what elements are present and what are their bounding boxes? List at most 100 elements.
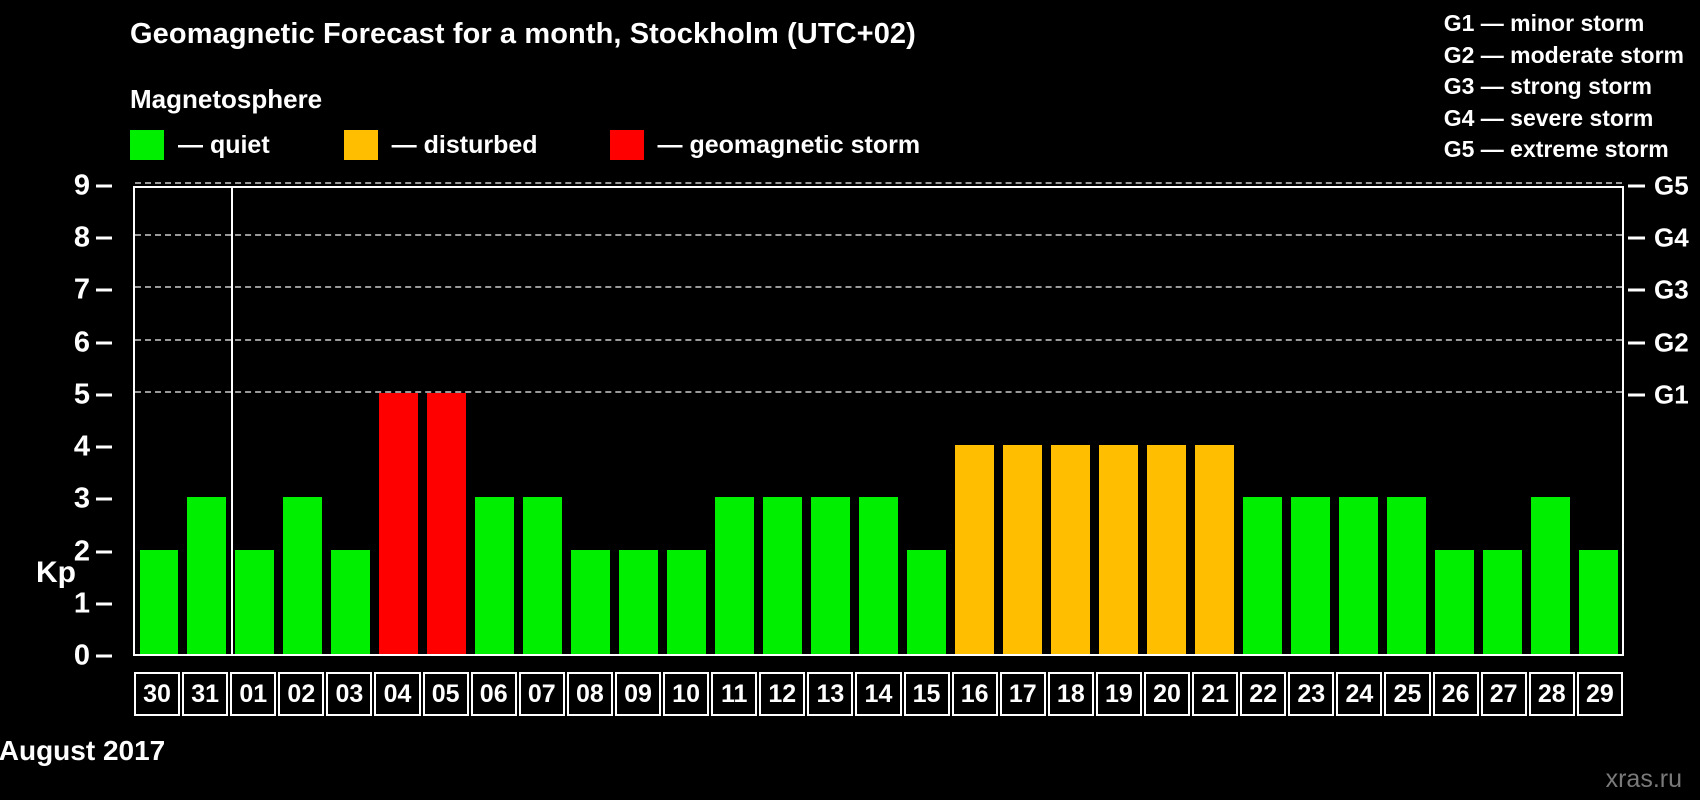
date-label-31: 31 bbox=[182, 672, 229, 716]
legend-item-quiet: — quiet bbox=[130, 130, 270, 160]
date-label-01: 01 bbox=[230, 672, 277, 716]
y-tick-label-6: 6 bbox=[73, 326, 90, 359]
bar-cell bbox=[1142, 188, 1190, 654]
y-tick-label-0: 0 bbox=[73, 639, 90, 672]
g-tick-mark-G1 bbox=[1628, 393, 1645, 397]
legend-swatch-storm bbox=[609, 130, 644, 160]
bar-cell bbox=[1094, 188, 1142, 654]
date-label-08: 08 bbox=[566, 672, 613, 716]
bar-cell bbox=[1286, 188, 1334, 654]
plot-area bbox=[133, 182, 1624, 656]
legend-label-disturbed: — disturbed bbox=[391, 130, 538, 159]
y-tick-label-1: 1 bbox=[73, 587, 90, 620]
legend-swatch-quiet bbox=[130, 130, 164, 160]
bar-cell bbox=[1382, 188, 1430, 654]
date-label-16: 16 bbox=[951, 672, 998, 716]
date-label-20: 20 bbox=[1143, 672, 1191, 716]
y-tick-mark-4 bbox=[96, 445, 112, 449]
y-tick-label-5: 5 bbox=[73, 378, 90, 411]
date-label-22: 22 bbox=[1240, 672, 1287, 716]
date-label-24: 24 bbox=[1336, 672, 1383, 716]
bar-cell bbox=[1526, 188, 1574, 654]
bar-21 bbox=[1194, 445, 1234, 654]
gridline-kp-5 bbox=[135, 390, 1622, 393]
date-label-09: 09 bbox=[614, 672, 662, 716]
bar-08 bbox=[571, 549, 611, 654]
gridline-kp-7 bbox=[135, 286, 1622, 289]
page-title: Geomagnetic Forecast for a month, Stockh… bbox=[130, 18, 916, 50]
date-label-07: 07 bbox=[518, 672, 565, 716]
y-tick-mark-8 bbox=[96, 236, 112, 240]
y-tick-mark-1 bbox=[96, 602, 112, 606]
y-tick-label-8: 8 bbox=[73, 221, 90, 254]
bar-28 bbox=[1530, 497, 1570, 654]
bar-cell bbox=[1334, 188, 1382, 654]
date-label-15: 15 bbox=[903, 672, 950, 716]
date-label-12: 12 bbox=[759, 672, 806, 716]
month-label-text: August 2017 bbox=[0, 735, 166, 766]
bar-03 bbox=[331, 549, 371, 654]
bar-cell bbox=[998, 188, 1046, 654]
date-label-04: 04 bbox=[374, 672, 421, 716]
bar-cell bbox=[663, 188, 711, 654]
date-label-28: 28 bbox=[1528, 672, 1575, 716]
bar-04 bbox=[379, 392, 419, 654]
legend-swatch-disturbed bbox=[343, 130, 378, 160]
bar-cell bbox=[1430, 188, 1478, 654]
color-legend: — quiet — disturbed — geomagnetic storm bbox=[130, 130, 920, 160]
bar-cell bbox=[519, 188, 567, 654]
bar-05 bbox=[427, 392, 467, 654]
bar-26 bbox=[1434, 549, 1474, 654]
g-tick-label-G2: G2 bbox=[1654, 327, 1689, 358]
date-label-10: 10 bbox=[663, 672, 710, 716]
y-tick-label-7: 7 bbox=[73, 273, 90, 306]
bar-cell bbox=[375, 188, 423, 654]
bar-cell bbox=[567, 188, 615, 654]
bar-cell bbox=[1478, 188, 1526, 654]
month-label: August 2017 bbox=[0, 735, 1700, 767]
subtitle-magnetosphere: Magnetosphere bbox=[130, 84, 323, 114]
month-separator-line bbox=[230, 188, 233, 654]
bar-cell bbox=[183, 188, 231, 654]
bar-cell bbox=[135, 188, 183, 654]
g-tick-label-G1: G1 bbox=[1654, 379, 1689, 410]
gridlines-layer bbox=[135, 182, 1622, 654]
legend-item-storm: — geomagnetic storm bbox=[609, 130, 921, 160]
bar-cell bbox=[807, 188, 855, 654]
gridline-kp-6 bbox=[135, 338, 1622, 341]
bar-15 bbox=[907, 549, 946, 654]
bar-27 bbox=[1482, 549, 1522, 654]
bar-cell bbox=[950, 188, 998, 654]
bar-cell bbox=[1574, 188, 1622, 654]
g-tick-label-G4: G4 bbox=[1654, 222, 1689, 253]
legend-label-storm: — geomagnetic storm bbox=[657, 130, 921, 159]
bar-cell bbox=[1238, 188, 1286, 654]
bar-06 bbox=[475, 497, 515, 654]
date-label-06: 06 bbox=[470, 672, 517, 716]
bar-07 bbox=[523, 497, 563, 654]
bar-cell bbox=[327, 188, 375, 654]
date-axis: 30 31 01 02 03 04 05 06 07 08 09 10 11 12 13 14 15 16 17 18… bbox=[133, 672, 1624, 716]
y-tick-mark-0 bbox=[96, 654, 112, 658]
date-label-29: 29 bbox=[1576, 672, 1623, 716]
bar-23 bbox=[1290, 497, 1330, 654]
storm-scale-g1: G1 — minor storm bbox=[1443, 10, 1645, 36]
bar-14 bbox=[859, 497, 898, 654]
g-tick-mark-G3 bbox=[1628, 288, 1645, 292]
y-tick-mark-6 bbox=[96, 341, 112, 345]
date-label-05: 05 bbox=[422, 672, 469, 716]
g-tick-mark-G4 bbox=[1628, 236, 1645, 240]
bar-cell bbox=[471, 188, 519, 654]
date-label-11: 11 bbox=[711, 672, 758, 716]
g-tick-mark-G2 bbox=[1628, 341, 1645, 345]
date-label-25: 25 bbox=[1384, 672, 1431, 716]
bar-12 bbox=[763, 497, 803, 654]
y-tick-label-4: 4 bbox=[73, 430, 90, 463]
bar-30 bbox=[139, 549, 179, 654]
date-label-21: 21 bbox=[1192, 672, 1239, 716]
bar-cell bbox=[279, 188, 327, 654]
date-label-26: 26 bbox=[1432, 672, 1479, 716]
bar-01 bbox=[235, 549, 275, 654]
bar-cell bbox=[1046, 188, 1094, 654]
date-label-30: 30 bbox=[134, 672, 181, 716]
